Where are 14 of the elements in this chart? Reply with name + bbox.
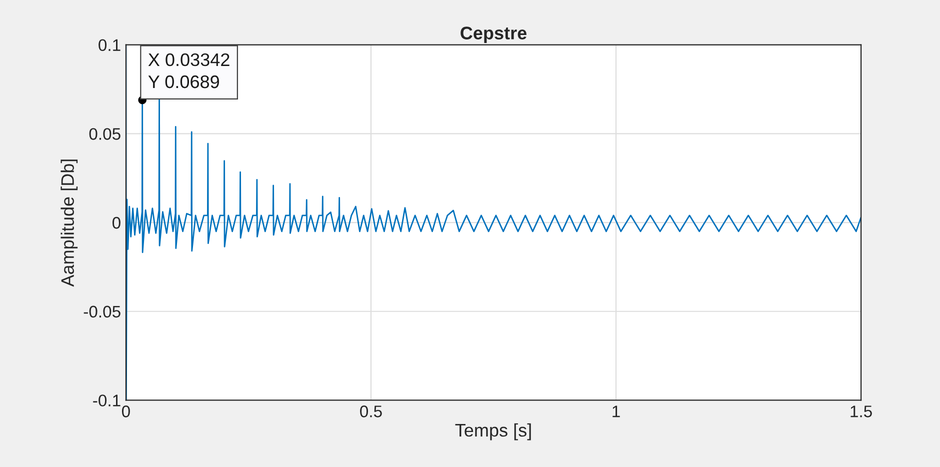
annotation: X 0.03342 Y 0.0689 (148, 53, 230, 88)
x-tick-label: 1 (612, 406, 620, 418)
x-axis-title: Temps [s] (455, 423, 531, 440)
x-tick-label: 1.5 (850, 406, 872, 418)
x-tick-label: 0 (122, 406, 130, 418)
y-tick-label: 0 (112, 216, 120, 229)
y-tick-label: 0.05 (89, 128, 120, 140)
y-tick-label: 0.1 (98, 39, 120, 52)
x-tick-label: 0.5 (360, 406, 382, 418)
y-axis-title: Aamplitude [Db] (60, 160, 78, 287)
y-tick-label: -0.05 (84, 306, 120, 318)
chart-title: Cepstre (460, 26, 526, 44)
y-tick-label: -0.1 (93, 394, 120, 406)
line-series (126, 44, 862, 400)
